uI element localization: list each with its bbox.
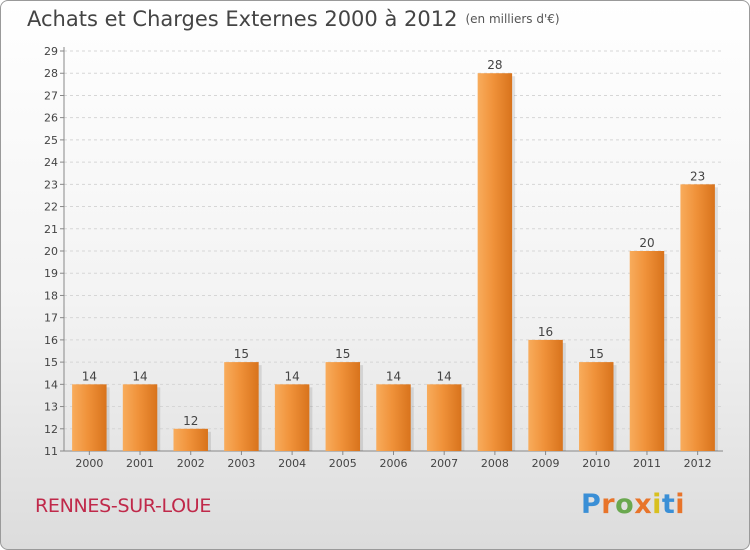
logo-letter: P — [581, 489, 602, 520]
y-tick-label: 12 — [44, 423, 58, 436]
proxiti-logo: Proxiti — [581, 489, 685, 520]
x-tick-label-2010: 2010 — [582, 457, 610, 470]
bar-2004 — [274, 384, 310, 451]
y-tick-label: 27 — [44, 89, 58, 102]
axes: 11 12 13 14 15 16 17 18 19 20 21 22 23 24 25 26 27 28 29 20… — [44, 45, 723, 470]
x-tick-label-2003: 2003 — [227, 457, 255, 470]
y-tick-label: 24 — [44, 156, 58, 169]
bar-2012 — [680, 184, 715, 452]
bar-2003 — [224, 362, 259, 451]
bar-2005 — [325, 362, 361, 451]
data-label-2003: 15 — [234, 347, 249, 361]
y-tick-label: 20 — [44, 245, 58, 258]
y-tick-label: 19 — [44, 267, 58, 280]
chart-title: Achats et Charges Externes 2000 à 2012 (e… — [27, 7, 560, 31]
data-label-2007: 14 — [437, 369, 452, 383]
x-tick-label-2002: 2002 — [177, 457, 205, 470]
x-tick-label-2005: 2005 — [329, 457, 357, 470]
commune-name: RENNES-SUR-LOUE — [35, 495, 212, 517]
bar-2008 — [477, 73, 513, 451]
bar-2007 — [426, 384, 462, 451]
logo-letter: r — [601, 489, 616, 520]
data-label-2001: 14 — [132, 369, 147, 383]
y-tick-label: 15 — [44, 356, 58, 369]
x-tick-label-2007: 2007 — [430, 457, 458, 470]
bar-2011 — [629, 251, 665, 451]
y-tick-label: 18 — [44, 289, 58, 302]
bar-2006 — [376, 384, 411, 451]
data-label-2002: 12 — [183, 414, 198, 428]
y-tick-label: 11 — [44, 445, 58, 458]
data-label-2010: 15 — [589, 347, 604, 361]
y-tick-label: 16 — [44, 334, 58, 347]
y-tick-label: 17 — [44, 312, 58, 325]
bar-2009 — [528, 339, 563, 451]
x-tick-label-2000: 2000 — [75, 457, 103, 470]
y-tick-label: 28 — [44, 67, 58, 80]
data-label-2009: 16 — [538, 325, 553, 339]
data-label-2012: 23 — [690, 169, 705, 183]
bars — [72, 73, 718, 452]
x-tick-label-2001: 2001 — [126, 457, 154, 470]
y-tick-label: 29 — [44, 45, 58, 58]
x-tick-label-2011: 2011 — [633, 457, 661, 470]
logo-letter: t — [661, 489, 676, 520]
logo-letter: i — [675, 489, 686, 520]
bar-2010 — [579, 362, 614, 451]
data-label-2004: 14 — [284, 369, 299, 383]
chart-unit: (en milliers d'€) — [465, 12, 560, 26]
logo-letter: i — [652, 489, 662, 520]
logo-letter: o — [615, 489, 635, 520]
y-tick-label: 13 — [44, 401, 58, 414]
bar-2002 — [173, 428, 208, 451]
x-tick-label-2009: 2009 — [532, 457, 560, 470]
y-tick-label: 26 — [44, 112, 58, 125]
data-label-2011: 20 — [639, 236, 654, 250]
y-tick-label: 25 — [44, 134, 58, 147]
x-tick-label-2012: 2012 — [684, 457, 712, 470]
x-tick-label-2006: 2006 — [380, 457, 408, 470]
data-label-2008: 28 — [487, 58, 502, 72]
y-tick-label: 14 — [44, 378, 58, 391]
y-tick-label: 21 — [44, 223, 58, 236]
data-label-2000: 14 — [82, 369, 97, 383]
data-label-2006: 14 — [386, 369, 401, 383]
bar-2000 — [72, 384, 107, 451]
x-tick-label-2008: 2008 — [481, 457, 509, 470]
y-tick-label: 23 — [44, 178, 58, 191]
y-tick-label: 22 — [44, 201, 58, 214]
logo-letter: x — [634, 489, 653, 520]
bar-2001 — [122, 384, 158, 451]
data-labels: 14 14 12 15 14 15 14 14 28 16 15 20 23 — [82, 58, 706, 428]
chart-title-text: Achats et Charges Externes 2000 à 2012 — [27, 7, 458, 31]
data-label-2005: 15 — [335, 347, 350, 361]
x-tick-label-2004: 2004 — [278, 457, 306, 470]
